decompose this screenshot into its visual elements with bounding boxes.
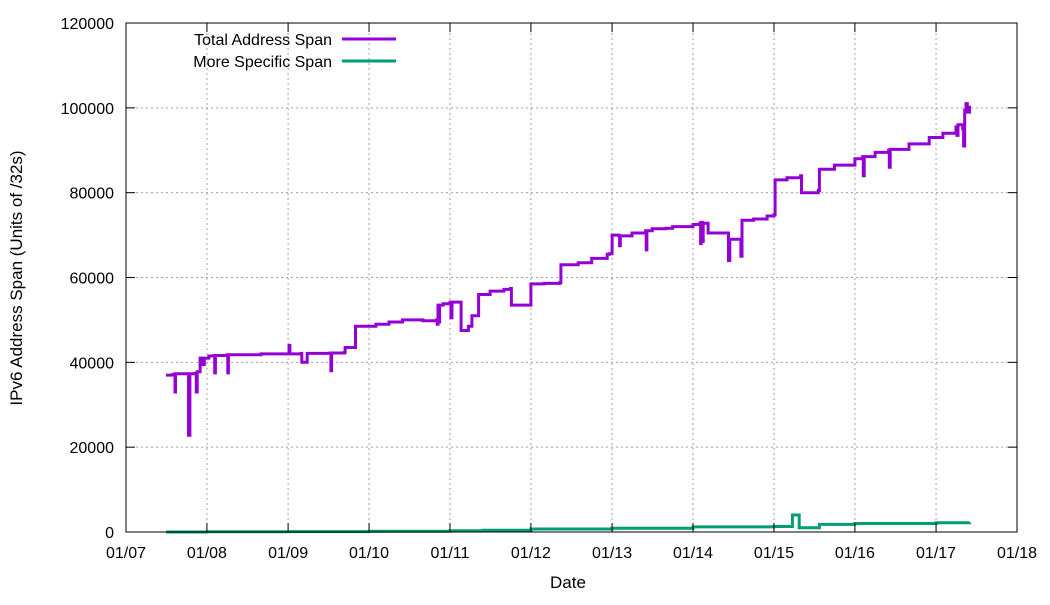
legend-label-total: Total Address Span (194, 32, 332, 49)
x-tick-label: 01/16 (835, 545, 875, 562)
x-tick-label: 01/11 (431, 545, 470, 562)
y-tick-label: 40000 (70, 355, 115, 372)
y-tick-label: 100000 (61, 101, 114, 118)
x-tick-label: 01/07 (106, 545, 146, 562)
x-tick-label: 01/09 (268, 545, 308, 562)
x-tick-label: 01/14 (673, 545, 713, 562)
x-axis-title: Date (550, 573, 586, 592)
y-tick-label: 0 (105, 525, 114, 542)
series-line-more-specific-span (166, 513, 971, 534)
x-tick-label: 01/18 (997, 545, 1037, 562)
y-tick-label: 120000 (61, 16, 114, 33)
x-tick-label: 01/15 (754, 545, 794, 562)
x-tick-label: 01/12 (511, 545, 551, 562)
y-tick-label: 80000 (70, 186, 115, 203)
x-tick-label: 01/17 (916, 545, 956, 562)
series-layer (166, 102, 971, 534)
y-tick-label: 60000 (70, 271, 115, 288)
x-tick-label: 01/10 (349, 545, 389, 562)
y-tick-label: 20000 (70, 440, 115, 457)
grid (126, 23, 1017, 532)
x-tick-label: 01/13 (592, 545, 632, 562)
x-tick-label: 01/08 (187, 545, 227, 562)
ticks: 0 20000 40000 60000 80000 100000 120000 01/07 01… (61, 16, 1038, 562)
series-line-total-address-span (166, 102, 971, 437)
y-axis-title: IPv6 Address Span (Units of /32s) (7, 150, 26, 405)
legend: Total Address Span More Specific Span (193, 32, 396, 71)
legend-label-more-specific: More Specific Span (193, 54, 332, 71)
